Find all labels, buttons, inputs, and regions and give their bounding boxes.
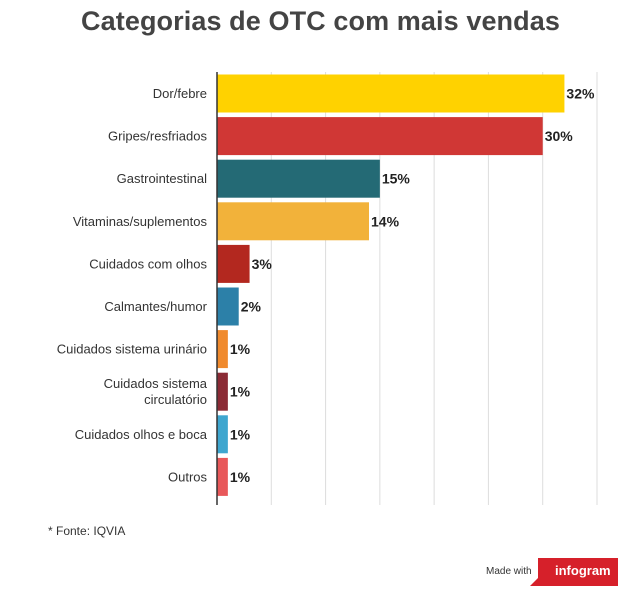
category-label-line: Gastrointestinal <box>117 171 207 186</box>
bars <box>217 74 565 496</box>
category-label: Cuidados sistema urinário <box>57 342 207 357</box>
value-label: 1% <box>230 341 251 357</box>
bar <box>217 372 228 411</box>
category-label: Cuidados com olhos <box>89 256 207 271</box>
category-label-line: Dor/febre <box>153 86 207 101</box>
infogram-brand-text: infogram <box>555 563 611 578</box>
bar <box>217 202 369 241</box>
infogram-logo-badge[interactable] <box>530 558 618 586</box>
value-labels: 32% 30% 15% 14% 3% 2% 1% 1% 1% 1% <box>230 86 595 485</box>
category-label-line: Cuidados olhos e boca <box>75 427 208 442</box>
value-label: 1% <box>230 469 251 485</box>
bar <box>217 117 543 156</box>
bar <box>217 330 228 369</box>
category-label-line: circulatório <box>144 392 207 407</box>
value-label: 1% <box>230 384 251 400</box>
source-note: * Fonte: IQVIA <box>48 524 126 538</box>
bar <box>217 457 228 496</box>
category-label: Dor/febre <box>153 86 207 101</box>
category-label-line: Cuidados sistema urinário <box>57 342 207 357</box>
category-label-line: Outros <box>168 469 208 484</box>
value-label: 2% <box>241 299 262 315</box>
chart-title: Categorias de OTC com mais vendas <box>81 6 560 36</box>
bar <box>217 287 239 326</box>
bar <box>217 74 565 113</box>
category-labels: Dor/febre Gripes/resfriados Gastrointestin… <box>57 86 208 484</box>
value-label: 1% <box>230 426 251 442</box>
category-label: Cuidados olhos e boca <box>75 427 208 442</box>
category-label: Gastrointestinal <box>117 171 207 186</box>
category-label: Outros <box>168 469 208 484</box>
value-label: 14% <box>371 213 400 229</box>
category-label: Vitaminas/suplementos <box>73 214 208 229</box>
category-label-line: Gripes/resfriados <box>108 129 207 144</box>
made-with-text: Made with <box>486 566 532 577</box>
value-label: 15% <box>382 171 411 187</box>
bar <box>217 244 250 283</box>
category-label-line: Calmantes/humor <box>104 299 207 314</box>
category-label: Cuidados sistema circulatório <box>104 376 208 407</box>
bar <box>217 415 228 454</box>
value-label: 32% <box>566 86 595 102</box>
category-label-line: Vitaminas/suplementos <box>73 214 208 229</box>
category-label: Calmantes/humor <box>104 299 207 314</box>
bar <box>217 159 380 198</box>
category-label: Gripes/resfriados <box>108 129 207 144</box>
value-label: 3% <box>252 256 273 272</box>
value-label: 30% <box>545 128 574 144</box>
category-label-line: Cuidados sistema <box>104 376 208 391</box>
infogram-badge-shape <box>530 558 618 586</box>
category-label-line: Cuidados com olhos <box>89 256 207 271</box>
